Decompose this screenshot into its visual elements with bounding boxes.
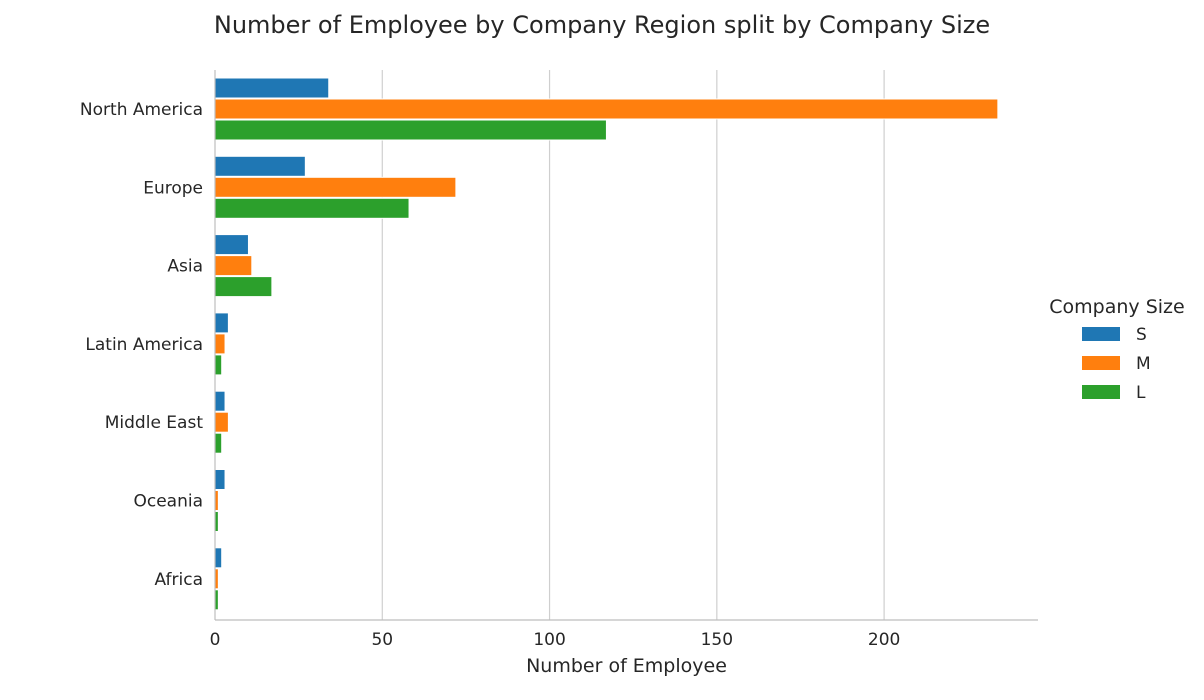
bar-M-north-america	[214, 98, 999, 120]
bar-S-latin-america	[214, 312, 229, 334]
legend-label-M: M	[1136, 354, 1151, 374]
bar-S-oceania	[214, 469, 226, 490]
legend-swatch-L	[1082, 385, 1120, 399]
legend-swatch-M	[1082, 356, 1120, 370]
x-tick-label: 0	[210, 630, 221, 650]
bar-L-asia	[214, 276, 273, 298]
legend-swatch-S	[1082, 327, 1120, 341]
bar-L-europe	[214, 197, 410, 219]
y-tick-label: Africa	[155, 570, 204, 590]
bar-L-latin-america	[214, 354, 223, 376]
bar-S-africa	[214, 547, 223, 569]
y-tick-label: Oceania	[133, 492, 203, 512]
legend-label-L: L	[1136, 383, 1146, 403]
y-tick-label: Middle East	[105, 413, 204, 433]
legend: Company Size SML	[1049, 296, 1184, 403]
y-tick-label: Latin America	[85, 335, 203, 355]
y-tick-label: Asia	[167, 257, 203, 277]
y-tick-label: North America	[80, 100, 203, 120]
legend-label-S: S	[1136, 325, 1147, 345]
bar-M-middle-east	[214, 411, 229, 433]
bar-L-middle-east	[214, 432, 223, 454]
bar-M-asia	[214, 255, 253, 277]
y-tick-label: Europe	[143, 178, 203, 198]
bar-S-asia	[214, 234, 249, 256]
y-tick-labels: North America Europe Asia Latin America Midd…	[80, 100, 203, 590]
x-tick-labels: 0 50 100 150 200	[210, 630, 901, 650]
gridlines	[381, 70, 885, 620]
bar-L-north-america	[214, 119, 607, 141]
x-tick-label: 150	[701, 630, 733, 650]
bar-M-latin-america	[214, 333, 226, 355]
x-axis-label: Number of Employee	[526, 655, 727, 677]
chart-title: Number of Employee by Company Region spl…	[214, 11, 990, 39]
bar-S-europe	[214, 155, 306, 177]
bar-S-north-america	[214, 77, 330, 99]
bar-S-middle-east	[214, 390, 226, 412]
bar-M-europe	[214, 176, 457, 198]
bars	[214, 77, 999, 611]
x-tick-label: 100	[533, 630, 565, 650]
legend-title: Company Size	[1049, 296, 1184, 318]
x-tick-label: 50	[371, 630, 393, 650]
x-tick-label: 200	[868, 630, 900, 650]
